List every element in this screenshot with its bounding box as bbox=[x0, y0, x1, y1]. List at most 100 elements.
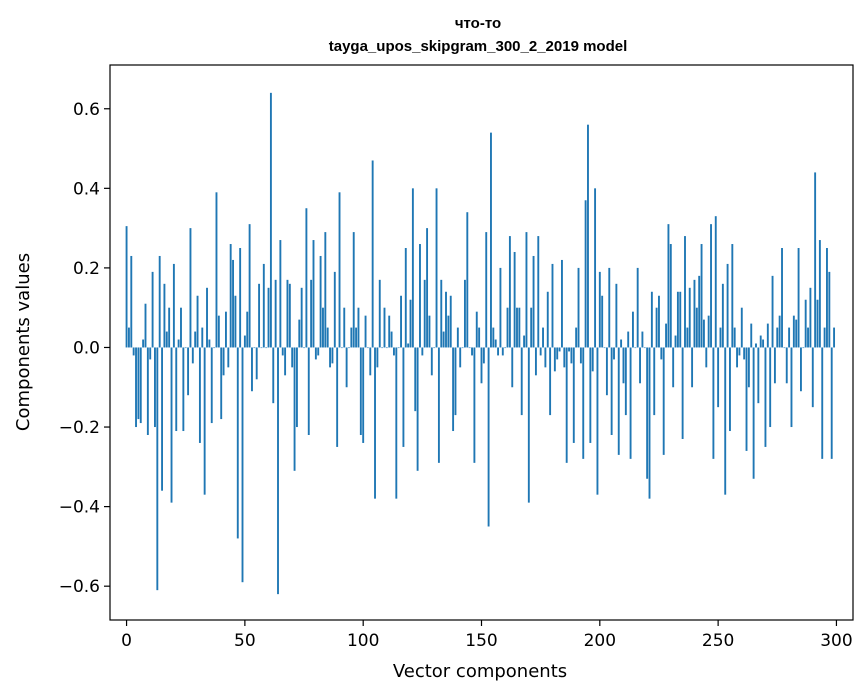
bar-80 bbox=[314, 347, 317, 360]
bar-100 bbox=[362, 347, 365, 443]
bar-138 bbox=[452, 347, 455, 432]
bar-146 bbox=[471, 347, 473, 356]
bar-59 bbox=[265, 347, 268, 349]
bar-116 bbox=[400, 295, 402, 348]
bar-73 bbox=[298, 319, 301, 348]
bar-268 bbox=[759, 335, 762, 348]
bar-153 bbox=[487, 347, 490, 527]
bar-236 bbox=[684, 236, 686, 348]
bar-68 bbox=[286, 279, 289, 348]
bar-179 bbox=[549, 347, 552, 416]
bar-132 bbox=[437, 347, 440, 463]
bar-60 bbox=[267, 287, 270, 348]
bar-273 bbox=[771, 275, 774, 348]
bar-287 bbox=[804, 299, 807, 348]
bar-189 bbox=[572, 347, 575, 443]
bar-101 bbox=[364, 315, 367, 348]
bar-272 bbox=[769, 347, 772, 428]
bar-224 bbox=[655, 307, 658, 348]
x-tick-label: 0 bbox=[121, 631, 132, 651]
bar-127 bbox=[426, 228, 429, 348]
bar-38 bbox=[215, 192, 218, 348]
bar-263 bbox=[747, 347, 750, 388]
bar-247 bbox=[710, 224, 712, 348]
bar-15 bbox=[161, 347, 163, 491]
bar-211 bbox=[624, 347, 627, 416]
bar-213 bbox=[629, 347, 632, 459]
bar-120 bbox=[409, 299, 412, 348]
plot-frame bbox=[109, 64, 854, 621]
bar-217 bbox=[639, 347, 641, 384]
bar-109 bbox=[383, 307, 386, 348]
bar-135 bbox=[445, 291, 447, 348]
bar-141 bbox=[459, 347, 462, 368]
bar-58 bbox=[262, 263, 265, 348]
bar-235 bbox=[681, 347, 684, 439]
x-tick-label: 250 bbox=[702, 631, 734, 651]
bar-256 bbox=[731, 244, 734, 348]
bar-42 bbox=[225, 311, 227, 348]
bar-106 bbox=[376, 347, 379, 368]
bar-36 bbox=[210, 347, 213, 424]
bar-133 bbox=[440, 279, 443, 348]
bar-255 bbox=[729, 347, 731, 432]
bar-253 bbox=[724, 347, 727, 495]
bar-266 bbox=[755, 343, 757, 348]
bar-34 bbox=[206, 287, 208, 348]
bar-10 bbox=[149, 347, 152, 360]
bar-4 bbox=[135, 347, 137, 428]
bar-69 bbox=[288, 283, 291, 348]
bar-57 bbox=[260, 347, 263, 349]
bar-61 bbox=[269, 92, 272, 348]
y-axis-ticks: −0.6 −0.4 −0.2 0.0 0.2 0.4 0.6 bbox=[59, 100, 110, 597]
bar-207 bbox=[615, 283, 618, 348]
bar-240 bbox=[693, 279, 696, 348]
bar-261 bbox=[743, 347, 746, 360]
bar-89 bbox=[336, 347, 339, 447]
bar-162 bbox=[508, 236, 511, 348]
bar-226 bbox=[660, 347, 663, 360]
bar-102 bbox=[366, 347, 369, 349]
bar-23 bbox=[180, 307, 182, 348]
bar-50 bbox=[243, 335, 246, 348]
bar-238 bbox=[688, 287, 691, 348]
bar-35 bbox=[208, 339, 211, 348]
bar-16 bbox=[163, 283, 166, 348]
x-axis-ticks: 0 50 100 150 200 250 300 bbox=[121, 620, 853, 651]
bar-79 bbox=[312, 240, 315, 348]
bar-218 bbox=[641, 331, 644, 348]
bar-64 bbox=[277, 347, 279, 595]
y-tick-label: −0.2 bbox=[59, 418, 100, 438]
bar-288 bbox=[807, 327, 809, 348]
bar-299 bbox=[833, 327, 836, 348]
bar-67 bbox=[284, 347, 287, 376]
bar-121 bbox=[411, 188, 414, 348]
bar-180 bbox=[551, 263, 554, 348]
bar-177 bbox=[544, 347, 547, 368]
bar-209 bbox=[620, 339, 623, 348]
bar-144 bbox=[466, 212, 469, 348]
bar-84 bbox=[324, 232, 327, 348]
bar-260 bbox=[740, 307, 743, 348]
y-tick-label: 0.6 bbox=[73, 100, 100, 120]
bar-49 bbox=[241, 347, 244, 583]
bar-199 bbox=[596, 347, 599, 495]
bar-90 bbox=[338, 192, 341, 348]
bar-242 bbox=[698, 275, 701, 348]
bar-285 bbox=[800, 347, 802, 392]
y-tick-label: 0.0 bbox=[73, 338, 100, 358]
bar-108 bbox=[381, 347, 384, 349]
bar-107 bbox=[378, 279, 381, 348]
bar-228 bbox=[665, 323, 668, 348]
bar-243 bbox=[700, 244, 703, 348]
bar-232 bbox=[674, 335, 677, 348]
bar-201 bbox=[601, 295, 604, 348]
bar-55 bbox=[255, 347, 258, 380]
bar-93 bbox=[345, 347, 348, 388]
bar-56 bbox=[258, 283, 261, 348]
bar-124 bbox=[419, 244, 421, 348]
bar-214 bbox=[631, 311, 634, 348]
bar-194 bbox=[584, 200, 587, 348]
bar-252 bbox=[721, 283, 724, 348]
bar-198 bbox=[594, 188, 597, 348]
